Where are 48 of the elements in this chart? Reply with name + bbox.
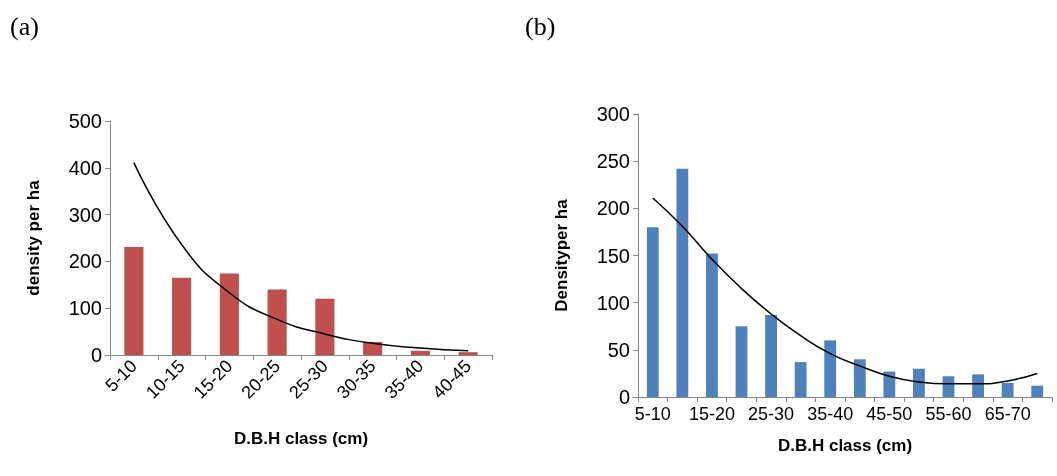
chart-title: (b) [525, 11, 556, 41]
line-series [133, 161, 469, 352]
x-tick-label: 35-40 [807, 404, 854, 424]
x-tick-label: 65-70 [984, 404, 1031, 424]
y-tick-label: 300 [596, 103, 630, 125]
y-tick-label: 500 [68, 110, 102, 132]
x-tick-label: 45-50 [866, 404, 913, 424]
bar [172, 277, 192, 355]
bar [883, 371, 896, 397]
bar [267, 289, 287, 355]
y-tick-label: 200 [68, 250, 102, 273]
line-series [652, 197, 1038, 385]
bar [853, 359, 866, 397]
y-tick-label: 100 [68, 297, 102, 320]
x-tick-label: 55-60 [925, 404, 972, 424]
y-tick-label: 250 [596, 150, 630, 173]
bar [124, 246, 144, 355]
bar [706, 253, 718, 397]
y-tick-label: 400 [68, 156, 102, 179]
bar [410, 350, 430, 355]
bar [646, 227, 659, 397]
bar [458, 352, 478, 355]
x-tick-label: 25-30 [748, 404, 795, 424]
y-tick-label: 0 [618, 386, 630, 408]
y-tick-label: 300 [68, 203, 102, 226]
y-tick-label: 150 [596, 244, 630, 267]
bar [794, 362, 807, 397]
y-tick-label: 0 [90, 344, 102, 366]
x-tick-label: 15-20 [688, 404, 735, 424]
y-tick-label: 200 [596, 197, 630, 220]
y-tick-label: 100 [596, 291, 630, 314]
bar [765, 314, 777, 397]
bar [1031, 385, 1044, 397]
bar [972, 374, 984, 397]
bar [824, 340, 837, 397]
y-axis-title: density per ha [24, 179, 43, 296]
bar [676, 168, 689, 397]
y-tick-label: 50 [607, 338, 630, 361]
bar [1001, 382, 1014, 397]
bar [913, 368, 925, 397]
y-axis-title: Densityper ha [552, 198, 571, 312]
chart-title: (a) [10, 11, 39, 41]
bar [219, 273, 239, 355]
bar [315, 298, 335, 355]
bar [735, 326, 748, 397]
x-tick-label: 5-10 [634, 404, 671, 424]
x-axis-title: D.B.H class (cm) [777, 436, 913, 455]
x-axis-title: D.B.H class (cm) [233, 429, 369, 448]
